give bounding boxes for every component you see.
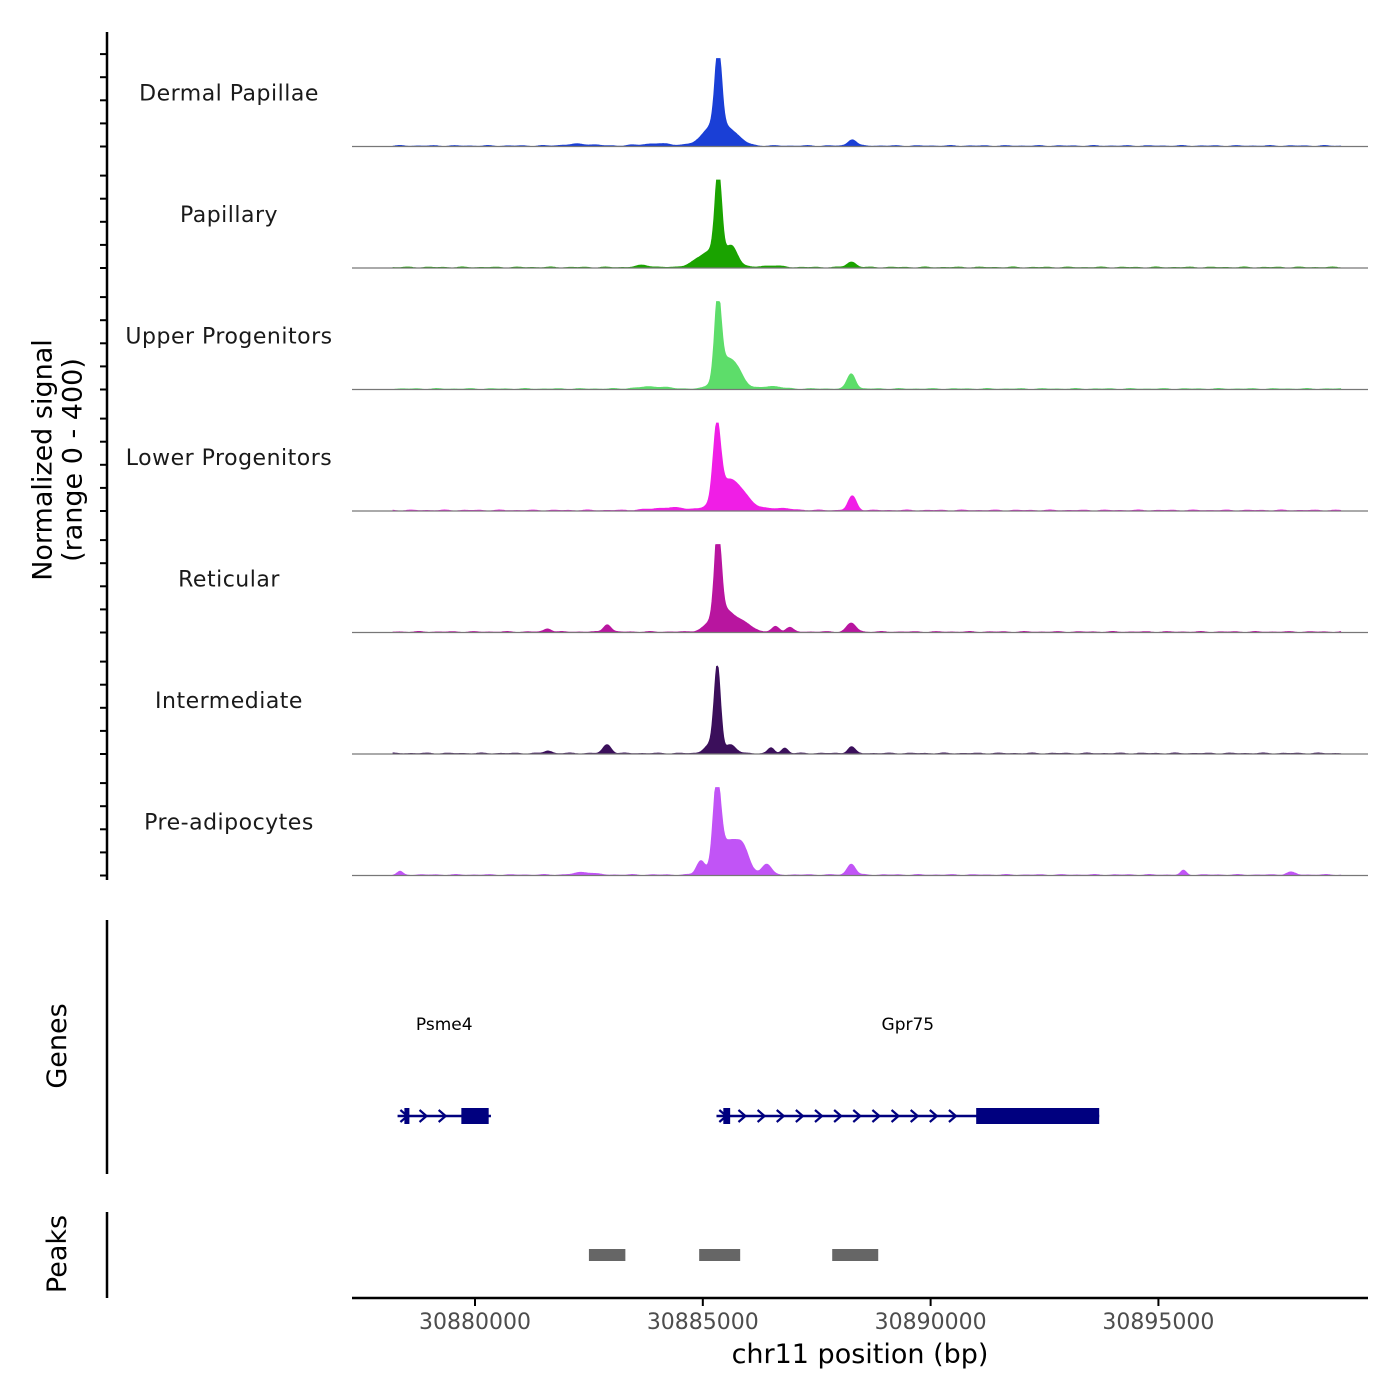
- y-axis-title: Normalized signal (range 0 - 400): [27, 339, 88, 581]
- strand-arrow: [418, 1109, 429, 1123]
- genes-track-label: Genes: [42, 1003, 74, 1089]
- y-axis-label: Normalized signal: [27, 339, 59, 581]
- track-label-7: Pre-adipocytes: [144, 811, 314, 836]
- strand-arrow: [718, 1109, 729, 1123]
- track-label-1: Dermal Papillae: [139, 82, 319, 107]
- coverage-track-4: [392, 422, 1342, 512]
- x-tick-label: 30880000: [419, 1310, 531, 1335]
- coverage-track-3: [392, 301, 1342, 390]
- strand-arrow: [871, 1109, 882, 1123]
- strand-arrow: [833, 1109, 843, 1123]
- strand-arrow: [909, 1109, 920, 1123]
- gene-cds-block: [976, 1108, 1100, 1124]
- strand-arrow: [929, 1109, 939, 1123]
- x-tick-label: 30885000: [647, 1310, 759, 1335]
- strand-arrow: [399, 1109, 410, 1123]
- strand-arrow: [776, 1109, 786, 1123]
- track-label-2: Papillary: [180, 203, 278, 228]
- track-label-5: Reticular: [178, 568, 280, 593]
- coverage-track-6: [392, 665, 1342, 755]
- peaks-track-label: Peaks: [42, 1214, 74, 1294]
- gene-cds-block: [461, 1108, 489, 1124]
- x-tick-label: 30890000: [875, 1310, 987, 1335]
- peak-region-1: [588, 1249, 626, 1261]
- gene-label-2: Gpr75: [882, 1015, 935, 1035]
- x-axis-title: chr11 position (bp): [732, 1339, 989, 1370]
- coverage-track-2: [392, 179, 1342, 269]
- track-label-3: Upper Progenitors: [125, 325, 332, 350]
- coverage-track-5: [392, 544, 1342, 633]
- gene-label-1: Psme4: [416, 1015, 473, 1035]
- strand-arrow: [852, 1109, 862, 1123]
- strand-arrow: [795, 1109, 805, 1123]
- coverage-track-7: [392, 787, 1342, 876]
- strand-arrow: [814, 1109, 824, 1123]
- peak-region-2: [699, 1249, 741, 1261]
- peak-region-3: [832, 1249, 879, 1261]
- strand-arrow: [437, 1109, 448, 1123]
- coverage-track-1: [392, 58, 1342, 147]
- track-label-6: Intermediate: [155, 689, 303, 714]
- strand-arrow: [890, 1109, 901, 1123]
- strand-arrow: [756, 1109, 767, 1123]
- track-label-4: Lower Progenitors: [126, 446, 332, 471]
- strand-arrow: [948, 1109, 958, 1123]
- x-tick-label: 30895000: [1102, 1310, 1214, 1335]
- y-axis-range-label: (range 0 - 400): [57, 358, 88, 562]
- strand-arrow: [737, 1109, 748, 1123]
